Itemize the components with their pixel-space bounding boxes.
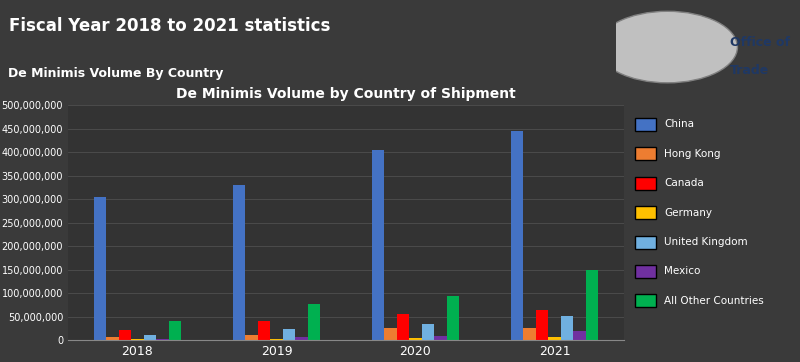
Text: Germany: Germany <box>664 208 712 218</box>
Bar <box>156 339 169 340</box>
Bar <box>384 328 397 340</box>
Bar <box>169 320 182 340</box>
Text: All Other Countries: All Other Countries <box>664 296 764 306</box>
Text: Fiscal Year 2018 to 2021 statistics: Fiscal Year 2018 to 2021 statistics <box>10 17 330 35</box>
Bar <box>233 185 246 340</box>
Text: Mexico: Mexico <box>664 266 700 277</box>
FancyBboxPatch shape <box>635 177 656 190</box>
FancyBboxPatch shape <box>635 294 656 307</box>
FancyBboxPatch shape <box>635 236 656 249</box>
Text: De Minimis Volume By Country: De Minimis Volume By Country <box>8 67 223 80</box>
Bar <box>106 337 118 340</box>
Bar <box>574 331 586 340</box>
Text: Trade: Trade <box>730 64 770 77</box>
Bar <box>131 339 144 340</box>
Title: De Minimis Volume by Country of Shipment: De Minimis Volume by Country of Shipment <box>176 87 516 101</box>
Bar <box>144 334 156 340</box>
Text: Hong Kong: Hong Kong <box>664 149 721 159</box>
Text: Canada: Canada <box>664 178 704 188</box>
FancyBboxPatch shape <box>635 265 656 278</box>
FancyBboxPatch shape <box>635 147 656 160</box>
Bar <box>523 328 536 340</box>
FancyBboxPatch shape <box>635 206 656 219</box>
Bar <box>510 131 523 340</box>
Bar <box>308 304 320 340</box>
Circle shape <box>598 11 738 83</box>
Bar <box>258 321 270 340</box>
Bar <box>536 310 548 340</box>
Bar <box>372 150 384 340</box>
Bar <box>118 330 131 340</box>
Text: China: China <box>664 119 694 129</box>
Bar <box>586 270 598 340</box>
Bar <box>446 295 459 340</box>
Bar <box>410 338 422 340</box>
Bar <box>295 337 308 340</box>
Bar <box>270 339 282 340</box>
Bar <box>548 337 561 340</box>
Bar <box>282 329 295 340</box>
Bar <box>422 324 434 340</box>
FancyBboxPatch shape <box>635 118 656 131</box>
Text: Office of: Office of <box>730 36 790 49</box>
Bar <box>94 197 106 340</box>
Bar <box>434 336 446 340</box>
Bar <box>397 314 410 340</box>
Bar <box>561 316 574 340</box>
Text: United Kingdom: United Kingdom <box>664 237 748 247</box>
Bar <box>246 334 258 340</box>
